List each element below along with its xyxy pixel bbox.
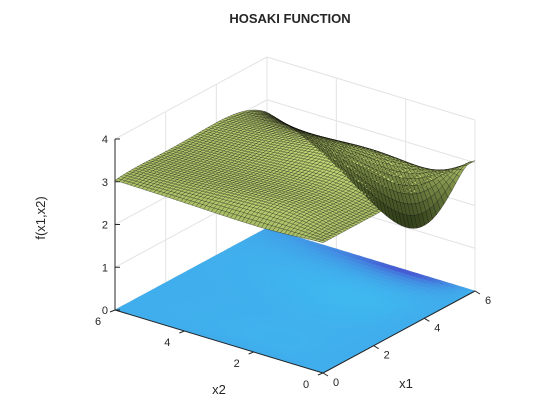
y-tick-label: 0 bbox=[303, 379, 309, 391]
y-tick bbox=[317, 372, 324, 376]
z-axis-label: f(x1,x2) bbox=[33, 196, 48, 239]
grid-line bbox=[114, 56, 268, 140]
x-tick bbox=[322, 372, 329, 377]
y-axis-label: x2 bbox=[212, 382, 226, 397]
y-tick bbox=[248, 351, 254, 355]
y-tick-label: 6 bbox=[95, 316, 101, 328]
chart-title: HOSAKI FUNCTION bbox=[229, 11, 350, 26]
z-tick-label: 1 bbox=[102, 262, 108, 274]
projection-map bbox=[114, 227, 476, 374]
grid-line bbox=[266, 99, 476, 164]
y-tick bbox=[179, 330, 185, 334]
x-tick bbox=[474, 290, 481, 295]
x-tick-label: 2 bbox=[384, 350, 390, 362]
z-tick-label: 0 bbox=[102, 305, 108, 317]
surface-mesh bbox=[114, 109, 476, 243]
y-axis-line bbox=[114, 309, 324, 374]
x-tick-label: 0 bbox=[333, 377, 339, 389]
z-tick-label: 3 bbox=[102, 177, 108, 189]
z-tick-label: 2 bbox=[102, 220, 108, 232]
x-tick-label: 6 bbox=[485, 295, 491, 307]
x-tick-label: 4 bbox=[434, 322, 440, 334]
grid-line bbox=[266, 56, 476, 121]
y-tick-label: 4 bbox=[164, 337, 170, 349]
x-tick bbox=[373, 345, 379, 350]
x-axis-line bbox=[322, 290, 476, 374]
x-axis-label: x1 bbox=[399, 376, 413, 391]
z-tick-label: 4 bbox=[102, 134, 108, 146]
x-tick bbox=[424, 317, 430, 322]
axes bbox=[109, 138, 481, 377]
y-tick-label: 2 bbox=[234, 358, 240, 370]
y-tick bbox=[109, 309, 116, 313]
